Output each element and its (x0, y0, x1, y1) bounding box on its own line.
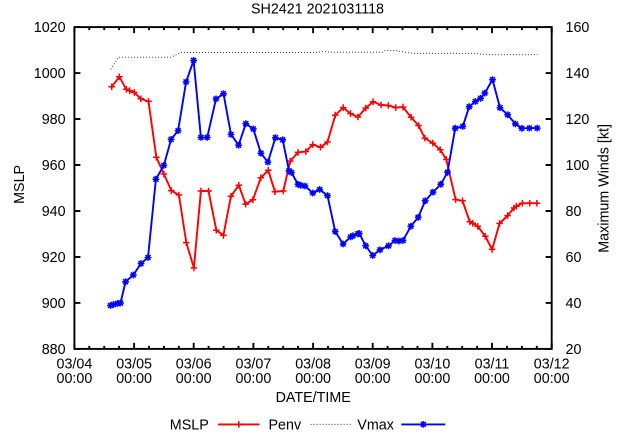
svg-text:00:00: 00:00 (57, 371, 93, 387)
svg-text:160: 160 (566, 20, 590, 36)
svg-text:Penv: Penv (269, 418, 302, 432)
svg-text:03/09: 03/09 (355, 357, 391, 373)
svg-text:00:00: 00:00 (295, 371, 331, 387)
svg-text:960: 960 (42, 158, 66, 174)
svg-text:140: 140 (566, 66, 590, 82)
svg-text:60: 60 (566, 250, 582, 266)
svg-text:80: 80 (566, 204, 582, 220)
svg-text:Vmax: Vmax (357, 418, 394, 432)
svg-text:00:00: 00:00 (534, 371, 570, 387)
svg-text:03/12: 03/12 (534, 357, 570, 373)
svg-text:920: 920 (42, 250, 66, 266)
svg-text:DATE/TIME: DATE/TIME (276, 390, 351, 406)
svg-text:880: 880 (42, 342, 66, 358)
svg-text:00:00: 00:00 (474, 371, 510, 387)
svg-text:03/10: 03/10 (415, 357, 451, 373)
svg-text:03/08: 03/08 (295, 357, 331, 373)
svg-text:03/07: 03/07 (236, 357, 272, 373)
svg-text:100: 100 (566, 158, 590, 174)
svg-text:00:00: 00:00 (176, 371, 212, 387)
svg-text:20: 20 (566, 342, 582, 358)
svg-text:1020: 1020 (34, 20, 66, 36)
svg-text:Maximum Winds [kt]: Maximum Winds [kt] (597, 124, 613, 253)
svg-text:03/06: 03/06 (176, 357, 212, 373)
svg-text:00:00: 00:00 (116, 371, 152, 387)
svg-text:1000: 1000 (34, 66, 66, 82)
svg-text:00:00: 00:00 (355, 371, 391, 387)
svg-text:MSLP: MSLP (12, 165, 28, 204)
svg-text:980: 980 (42, 112, 66, 128)
svg-text:120: 120 (566, 112, 590, 128)
svg-text:940: 940 (42, 204, 66, 220)
svg-text:03/11: 03/11 (475, 357, 510, 373)
svg-text:900: 900 (42, 296, 66, 312)
svg-text:MSLP: MSLP (170, 418, 209, 432)
svg-text:SH2421 2021031118: SH2421 2021031118 (251, 1, 384, 17)
svg-text:00:00: 00:00 (415, 371, 451, 387)
svg-text:03/04: 03/04 (57, 357, 93, 373)
svg-text:03/05: 03/05 (116, 357, 152, 373)
svg-text:00:00: 00:00 (236, 371, 272, 387)
svg-text:40: 40 (566, 296, 582, 312)
